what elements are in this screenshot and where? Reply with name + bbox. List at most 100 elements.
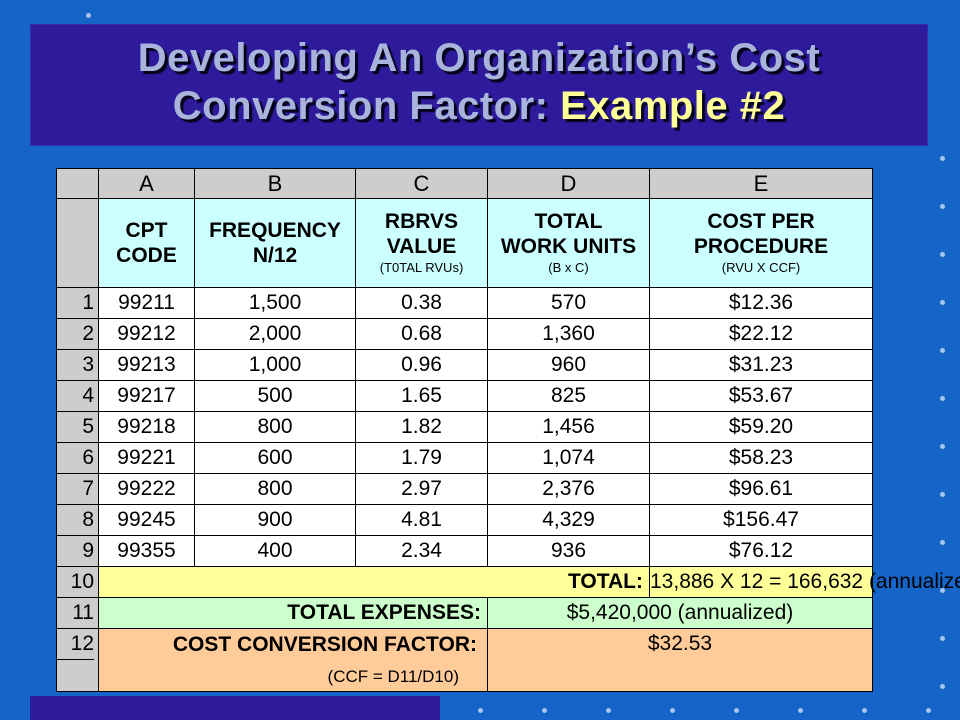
table-row: 4 99217 500 1.65 825 $53.67 (56, 380, 873, 412)
cell-total-work-units[interactable]: 1,360 (487, 318, 650, 350)
cell-frequency[interactable]: 800 (194, 411, 356, 443)
header-rbrvs-value[interactable]: RBRVS VALUE (T0TAL RVUs) (355, 198, 488, 288)
row-number[interactable]: 12 (57, 630, 94, 660)
header-total-work-units[interactable]: TOTAL WORK UNITS (B x C) (487, 198, 650, 288)
row-header-blank[interactable] (56, 198, 99, 288)
table-row: 6 99221 600 1.79 1,074 $58.23 (56, 442, 873, 474)
ccf-label: COST CONVERSION FACTOR: (172, 633, 477, 656)
cell-total-work-units[interactable]: 825 (487, 380, 650, 412)
decor-dot (940, 204, 945, 209)
row-number[interactable]: 1 (56, 287, 99, 319)
row-number[interactable]: 6 (56, 442, 99, 474)
table-row: 2 99212 2,000 0.68 1,360 $22.12 (56, 318, 873, 350)
cell-cost-per-procedure[interactable]: $58.23 (649, 442, 873, 474)
total-row: 10 TOTAL: 13,886 X 12 = 166,632 (annuali… (56, 566, 960, 598)
cell-frequency[interactable]: 800 (194, 473, 356, 505)
column-header-b[interactable]: B (194, 168, 356, 199)
total-label[interactable]: TOTAL: (98, 566, 650, 598)
row-number[interactable]: 11 (56, 597, 99, 629)
cell-cost-per-procedure[interactable]: $76.12 (649, 535, 873, 567)
cell-cpt-code[interactable]: 99213 (98, 349, 195, 381)
title-line-2: Conversion Factor: (172, 84, 561, 128)
table-row: 1 99211 1,500 0.38 570 $12.36 (56, 287, 873, 319)
header-main: PROCEDURE (693, 235, 829, 258)
cell-total-work-units[interactable]: 4,329 (487, 504, 650, 536)
decor-dot (478, 708, 483, 713)
cell-rbrvs-value[interactable]: 1.82 (355, 411, 488, 443)
cell-cpt-code[interactable]: 99212 (98, 318, 195, 350)
cell-rbrvs-value[interactable]: 2.34 (355, 535, 488, 567)
expenses-value[interactable]: $5,420,000 (annualized) (487, 597, 873, 629)
cell-cost-per-procedure[interactable]: $12.36 (649, 287, 873, 319)
cell-rbrvs-value[interactable]: 4.81 (355, 504, 488, 536)
cell-cost-per-procedure[interactable]: $22.12 (649, 318, 873, 350)
row-number[interactable]: 9 (56, 535, 99, 567)
row-number[interactable]: 4 (56, 380, 99, 412)
cell-cpt-code[interactable]: 99245 (98, 504, 195, 536)
cell-rbrvs-value[interactable]: 0.96 (355, 349, 488, 381)
decor-dot (940, 684, 945, 689)
header-frequency[interactable]: FREQUENCY N/12 (194, 198, 356, 288)
cell-rbrvs-value[interactable]: 0.38 (355, 287, 488, 319)
header-main: CODE (116, 244, 177, 267)
cell-cpt-code[interactable]: 99211 (98, 287, 195, 319)
ccf-value[interactable]: $32.53 (487, 628, 873, 692)
column-header-a[interactable]: A (98, 168, 195, 199)
column-header-d[interactable]: D (487, 168, 650, 199)
cell-cost-per-procedure[interactable]: $96.61 (649, 473, 873, 505)
cell-frequency[interactable]: 1,500 (194, 287, 356, 319)
cell-cost-per-procedure[interactable]: $31.23 (649, 349, 873, 381)
row-number[interactable]: 5 (56, 411, 99, 443)
decor-dot (940, 156, 945, 161)
cell-frequency[interactable]: 600 (194, 442, 356, 474)
cell-cpt-code[interactable]: 99218 (98, 411, 195, 443)
row-number[interactable]: 2 (56, 318, 99, 350)
cell-total-work-units[interactable]: 2,376 (487, 473, 650, 505)
cell-cpt-code[interactable]: 99355 (98, 535, 195, 567)
cell-cpt-code[interactable]: 99222 (98, 473, 195, 505)
title-highlight: Example #2 (560, 84, 786, 128)
cell-total-work-units[interactable]: 1,074 (487, 442, 650, 474)
cell-total-work-units[interactable]: 960 (487, 349, 650, 381)
row-number-blank[interactable] (58, 660, 95, 689)
header-sub: (T0TAL RVUs) (379, 260, 464, 275)
header-cpt-code[interactable]: CPT CODE (98, 198, 195, 288)
cell-frequency[interactable]: 2,000 (194, 318, 356, 350)
header-main: TOTAL (534, 210, 603, 233)
ccf-row: 12 COST CONVERSION FACTOR: (CCF = D11/D1… (56, 628, 873, 692)
row-number[interactable]: 8 (56, 504, 99, 536)
corner-cell[interactable] (56, 168, 99, 199)
total-value[interactable]: 13,886 X 12 = 166,632 (annualized) (649, 566, 960, 598)
header-sub: (RVU X CCF) (721, 260, 801, 275)
cell-rbrvs-value[interactable]: 0.68 (355, 318, 488, 350)
cell-cost-per-procedure[interactable]: $59.20 (649, 411, 873, 443)
column-header-c[interactable]: C (355, 168, 488, 199)
cell-total-work-units[interactable]: 936 (487, 535, 650, 567)
ccf-label-cell[interactable]: COST CONVERSION FACTOR: (CCF = D11/D10) (98, 628, 488, 692)
slide-title: Developing An Organization’s Cost Conver… (30, 24, 928, 130)
decor-dot (940, 396, 945, 401)
row-number[interactable]: 7 (56, 473, 99, 505)
cell-cost-per-procedure[interactable]: $53.67 (649, 380, 873, 412)
cell-rbrvs-value[interactable]: 1.79 (355, 442, 488, 474)
cell-frequency[interactable]: 500 (194, 380, 356, 412)
cell-frequency[interactable]: 1,000 (194, 349, 356, 381)
expenses-label[interactable]: TOTAL EXPENSES: (98, 597, 488, 629)
decor-dot (862, 708, 867, 713)
cell-frequency[interactable]: 900 (194, 504, 356, 536)
cell-total-work-units[interactable]: 570 (487, 287, 650, 319)
cell-total-work-units[interactable]: 1,456 (487, 411, 650, 443)
cell-cpt-code[interactable]: 99221 (98, 442, 195, 474)
cell-frequency[interactable]: 400 (194, 535, 356, 567)
cell-cost-per-procedure[interactable]: $156.47 (649, 504, 873, 536)
row-number[interactable]: 10 (56, 566, 99, 598)
header-main: RBRVS (384, 210, 459, 233)
decor-dot (940, 444, 945, 449)
cell-cpt-code[interactable]: 99217 (98, 380, 195, 412)
header-cost-per-procedure[interactable]: COST PER PROCEDURE (RVU X CCF) (649, 198, 873, 288)
cell-rbrvs-value[interactable]: 1.65 (355, 380, 488, 412)
row-number[interactable]: 3 (56, 349, 99, 381)
header-main: FREQUENCY (209, 219, 341, 242)
column-header-e[interactable]: E (649, 168, 873, 199)
cell-rbrvs-value[interactable]: 2.97 (355, 473, 488, 505)
